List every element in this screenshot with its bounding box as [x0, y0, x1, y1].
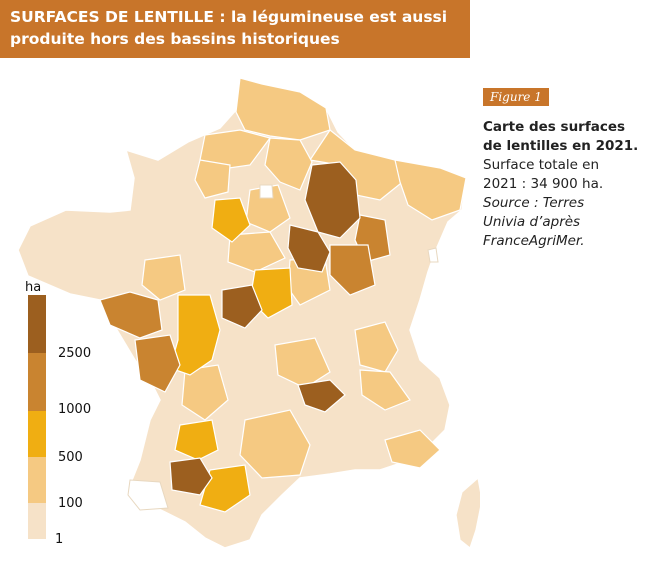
title-line-2: produite hors des bassins historiques	[10, 30, 340, 48]
legend-label-1000: 1000	[58, 402, 92, 417]
dept-lorraine	[394, 159, 467, 221]
legend-swatch-100-500	[28, 457, 46, 503]
dept-isere	[359, 369, 411, 411]
corsica	[455, 476, 480, 550]
dept-aveyron	[239, 409, 311, 479]
dept-lot	[169, 457, 213, 496]
dept-tarn	[199, 464, 251, 513]
dept-aisne-est	[264, 137, 313, 191]
dept-marne-north	[308, 129, 406, 201]
caption-text-line-1: Surface totale en	[483, 157, 600, 173]
legend-label-500: 500	[58, 450, 83, 465]
dept-vendee	[99, 291, 163, 339]
legend-label-1: 1	[55, 532, 64, 547]
dept-charente	[181, 364, 229, 421]
legend-label-2500: 2500	[58, 346, 92, 361]
dept-ain	[354, 321, 399, 373]
figure-tag: Figure 1	[483, 88, 549, 106]
dept-vienne	[169, 294, 221, 376]
dept-cote-or	[329, 244, 376, 296]
caption-source-line-1: Source : Terres	[483, 195, 585, 211]
legend-swatch-2500-plus	[28, 295, 46, 353]
dept-territoire-belfort	[427, 247, 439, 263]
dept-nord	[235, 77, 331, 141]
dept-loiret	[227, 231, 286, 273]
caption-title-line-1: Carte des surfaces	[483, 119, 626, 135]
dept-marne	[304, 161, 361, 239]
dept-sarthe	[141, 254, 186, 301]
title-banner: SURFACES DE LENTILLE : la légumineuse es…	[0, 0, 470, 58]
legend-unit: ha	[25, 280, 42, 295]
legend-label-100: 100	[58, 496, 83, 511]
dept-orne	[194, 159, 231, 199]
dept-dordogne	[174, 419, 219, 461]
caption-source-line-2: Univia d’après	[483, 214, 581, 230]
dept-gard	[384, 429, 441, 469]
legend-swatch-500-1000	[28, 411, 46, 457]
title-line-1: SURFACES DE LENTILLE : la légumineuse es…	[10, 8, 448, 26]
dept-deux-sevres	[134, 334, 181, 393]
dept-allier	[274, 337, 331, 389]
figure-caption: Carte des surfaces de lentilles en 2021.…	[483, 118, 643, 251]
dept-eure	[211, 197, 251, 243]
caption-text-line-2: 2021 : 34 900 ha.	[483, 176, 604, 192]
caption-title-line-2: de lentilles en 2021.	[483, 138, 639, 154]
dept-loir-cher	[221, 284, 263, 329]
dept-paris	[259, 184, 274, 199]
dept-landes	[127, 479, 169, 511]
caption-source-line-3: FranceAgriMer.	[483, 233, 585, 249]
legend-swatch-1000-2500	[28, 353, 46, 411]
dept-haute-loire	[297, 379, 346, 413]
dept-aube	[287, 224, 331, 273]
france-map	[17, 77, 480, 550]
legend	[28, 295, 46, 539]
legend-swatch-1-100	[28, 503, 46, 539]
